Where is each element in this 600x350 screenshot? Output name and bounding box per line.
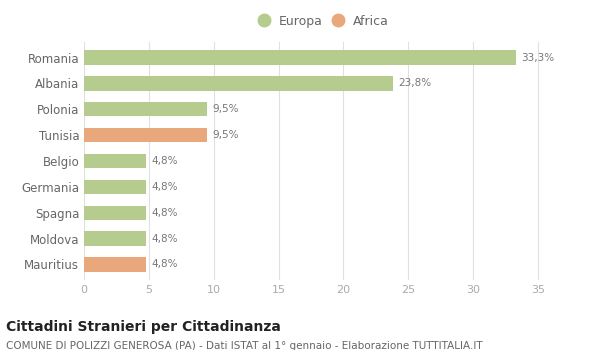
Text: COMUNE DI POLIZZI GENEROSA (PA) - Dati ISTAT al 1° gennaio - Elaborazione TUTTIT: COMUNE DI POLIZZI GENEROSA (PA) - Dati I… <box>6 341 482 350</box>
Text: 33,3%: 33,3% <box>521 52 554 63</box>
Bar <box>84 257 146 272</box>
Bar <box>84 76 393 91</box>
Text: 9,5%: 9,5% <box>212 104 239 114</box>
Text: 23,8%: 23,8% <box>398 78 431 89</box>
Bar <box>84 102 207 116</box>
Text: Cittadini Stranieri per Cittadinanza: Cittadini Stranieri per Cittadinanza <box>6 320 281 334</box>
Text: 4,8%: 4,8% <box>151 208 178 218</box>
Bar <box>84 154 146 168</box>
Text: 4,8%: 4,8% <box>151 156 178 166</box>
Text: 4,8%: 4,8% <box>151 233 178 244</box>
Legend: Europa, Africa: Europa, Africa <box>254 10 394 33</box>
Bar <box>84 50 516 65</box>
Bar <box>84 180 146 194</box>
Text: 4,8%: 4,8% <box>151 259 178 270</box>
Text: 9,5%: 9,5% <box>212 130 239 140</box>
Text: 4,8%: 4,8% <box>151 182 178 192</box>
Bar <box>84 128 207 142</box>
Bar <box>84 205 146 220</box>
Bar <box>84 231 146 246</box>
